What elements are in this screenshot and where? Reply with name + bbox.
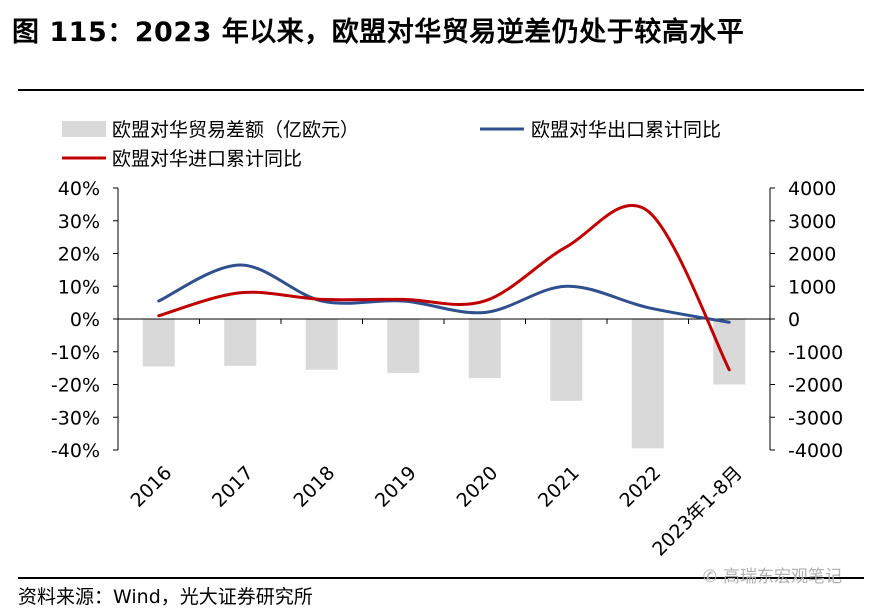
bar-trade-balance — [387, 319, 420, 374]
left-tick-label: 30% — [58, 211, 100, 233]
watermark: ✆ 高瑞东宏观笔记 — [703, 562, 842, 587]
figure-title: 图 115：2023 年以来，欧盟对华贸易逆差仍处于较高水平 — [12, 17, 745, 48]
left-tick-label: 20% — [58, 244, 100, 266]
legend-swatch-bar — [62, 121, 106, 137]
category-label: 2016 — [127, 462, 177, 512]
right-tick-label: -4000 — [788, 440, 843, 462]
bottom-rule — [18, 577, 864, 579]
category-label: 2019 — [371, 462, 421, 512]
category-label: 2020 — [453, 462, 503, 512]
category-label: 2022 — [616, 462, 666, 512]
right-tick-label: -2000 — [788, 375, 843, 397]
left-tick-label: 40% — [58, 178, 100, 200]
legend-label-bar: 欧盟对华贸易差额（亿欧元） — [112, 119, 359, 141]
category-label: 2017 — [208, 462, 258, 512]
left-tick-label: -10% — [51, 342, 100, 364]
category-label: 2021 — [534, 462, 584, 512]
left-tick-label: -40% — [51, 440, 100, 462]
left-tick-label: -30% — [51, 407, 100, 429]
wechat-icon: ✆ — [702, 567, 717, 587]
legend-label-import: 欧盟对华进口累计同比 — [112, 148, 302, 170]
bar-trade-balance — [631, 319, 664, 449]
bar-trade-balance — [468, 319, 501, 378]
watermark-text: 高瑞东宏观笔记 — [723, 567, 842, 587]
source-note: 资料来源：Wind，光大证券研究所 — [18, 586, 313, 608]
top-rule — [18, 89, 864, 91]
right-tick-label: -1000 — [788, 342, 843, 364]
bar-trade-balance — [142, 319, 175, 367]
left-tick-label: 0% — [70, 309, 100, 331]
bar-trade-balance — [224, 319, 257, 366]
category-label: 2018 — [290, 462, 340, 512]
bar-trade-balance — [305, 319, 338, 370]
left-tick-label: -20% — [51, 375, 100, 397]
bar-trade-balance — [713, 319, 746, 385]
line-export-yoy — [157, 263, 731, 324]
right-tick-label: -3000 — [788, 407, 843, 429]
left-tick-label: 10% — [58, 276, 100, 298]
bar-trade-balance — [550, 319, 583, 401]
right-tick-label: 0 — [788, 309, 800, 331]
right-tick-label: 1000 — [788, 276, 836, 298]
line-import-yoy — [157, 203, 731, 372]
right-tick-label: 3000 — [788, 211, 836, 233]
right-tick-label: 4000 — [788, 178, 836, 200]
right-tick-label: 2000 — [788, 244, 836, 266]
legend-label-export: 欧盟对华出口累计同比 — [531, 119, 721, 141]
